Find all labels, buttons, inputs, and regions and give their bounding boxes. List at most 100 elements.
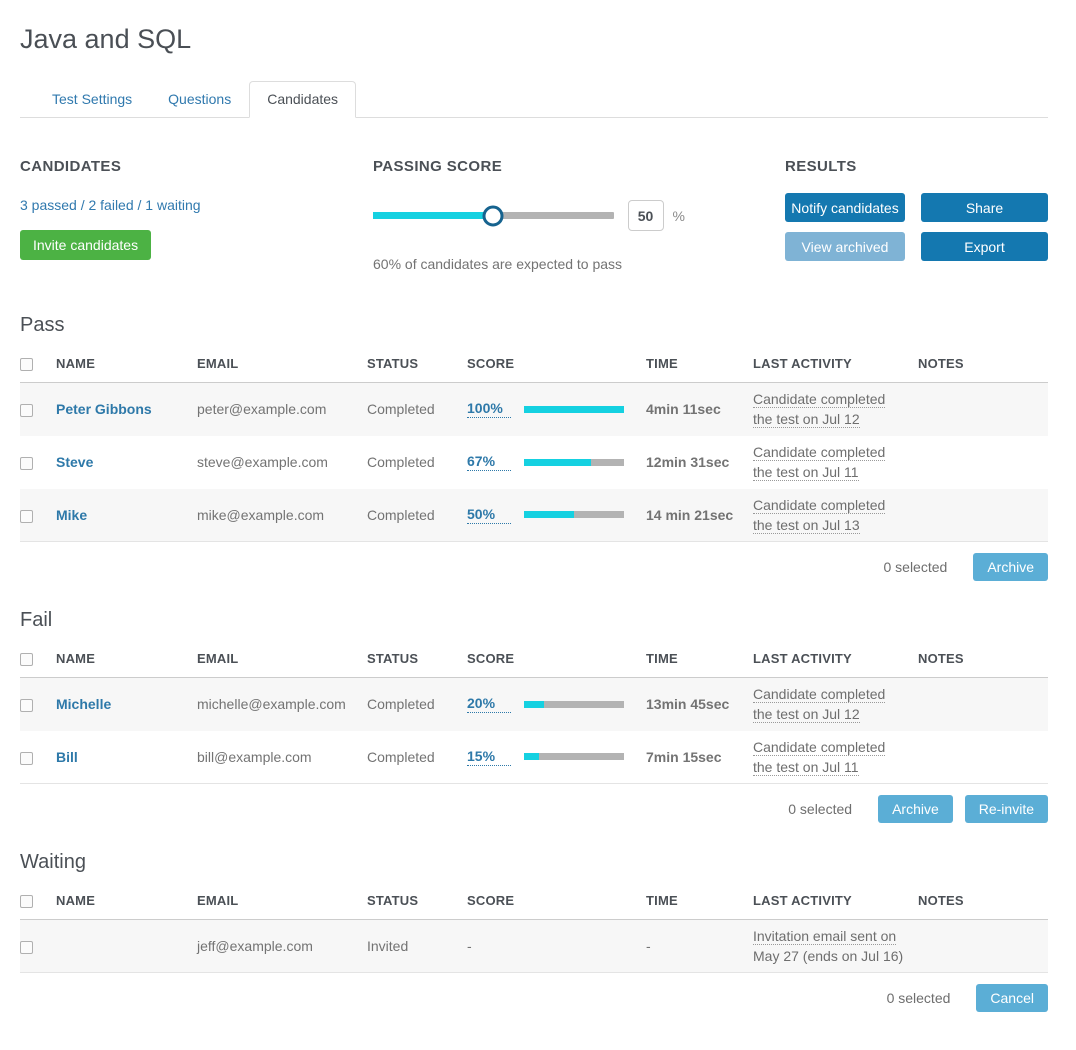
selected-count: 0 selected	[788, 801, 853, 818]
archive-button[interactable]: Archive	[878, 795, 953, 824]
last-activity: Candidate completed the test on Jul 13	[753, 496, 886, 534]
candidate-notes	[918, 920, 1048, 973]
candidate-status: Completed	[367, 506, 435, 523]
passing-score-panel: PASSING SCORE % 60% of candidates are ex…	[373, 158, 685, 272]
candidate-email: steve@example.com	[197, 454, 328, 471]
col-score: SCORE	[467, 885, 646, 921]
tab-bar: Test Settings Questions Candidates	[20, 81, 1048, 118]
candidate-time: 7min 15sec	[646, 748, 722, 765]
tab-questions[interactable]: Questions	[168, 91, 232, 107]
row-checkbox[interactable]	[20, 699, 33, 713]
passing-score-input[interactable]	[627, 200, 664, 231]
score-link[interactable]: 20%	[467, 695, 511, 714]
candidate-name-link[interactable]: Mike	[56, 506, 88, 523]
candidate-status: Completed	[367, 696, 435, 713]
row-checkbox[interactable]	[20, 404, 33, 418]
pass-table: NAME EMAIL STATUS SCORE TIME LAST ACTIVI…	[20, 348, 1048, 542]
candidate-name-link[interactable]: Peter Gibbons	[56, 401, 152, 418]
export-button[interactable]: Export	[921, 232, 1048, 261]
fail-section-title: Fail	[20, 609, 53, 632]
score-link[interactable]: 100%	[467, 400, 511, 419]
tab-test-settings[interactable]: Test Settings	[52, 91, 133, 107]
slider-fill	[373, 212, 494, 219]
score-link[interactable]: 50%	[467, 506, 511, 524]
row-checkbox[interactable]	[20, 940, 33, 954]
col-last-activity: LAST ACTIVITY	[753, 348, 918, 384]
tab-candidates[interactable]: Candidates	[249, 81, 357, 118]
archive-button[interactable]: Archive	[973, 553, 1048, 582]
row-checkbox[interactable]	[20, 456, 33, 470]
col-notes: NOTES	[918, 643, 1048, 679]
candidate-time: 14 min 21sec	[646, 506, 734, 523]
waiting-table: NAME EMAIL STATUS SCORE TIME LAST ACTIVI…	[20, 885, 1048, 973]
candidate-email: bill@example.com	[197, 748, 312, 765]
candidate-name-link[interactable]: Steve	[56, 454, 94, 471]
select-all-checkbox[interactable]	[20, 358, 33, 372]
slider-handle[interactable]	[482, 205, 504, 226]
candidate-status: Completed	[367, 454, 435, 471]
reinvite-button[interactable]: Re-invite	[964, 795, 1048, 824]
candidate-name-link[interactable]: Bill	[56, 748, 78, 765]
pass-section: Pass NAME EMAIL STATUS SCORE TIME LAST A…	[20, 314, 1048, 582]
cancel-button[interactable]: Cancel	[976, 984, 1048, 1013]
candidate-name	[56, 920, 197, 973]
candidate-time: 12min 31sec	[646, 454, 730, 471]
waiting-section: Waiting NAME EMAIL STATUS SCORE TIME LAS…	[20, 851, 1048, 1013]
candidate-notes	[918, 731, 1048, 784]
col-time: TIME	[646, 348, 753, 384]
score-link[interactable]: 67%	[467, 453, 511, 472]
candidate-notes	[918, 678, 1048, 731]
table-row: jeff@example.com Invited - - Invitation …	[20, 919, 1048, 973]
candidate-notes	[918, 383, 1048, 436]
col-name: NAME	[56, 643, 197, 679]
table-row: Mike mike@example.com Completed 50% 14 m…	[20, 488, 1048, 542]
candidate-time: 4min 11sec	[646, 401, 721, 418]
col-name: NAME	[56, 348, 197, 384]
row-checkbox[interactable]	[20, 751, 33, 765]
col-status: STATUS	[367, 643, 467, 679]
candidate-email: jeff@example.com	[197, 938, 313, 955]
score-bar	[524, 511, 624, 519]
col-time: TIME	[646, 885, 753, 921]
candidate-notes	[918, 489, 1048, 542]
last-activity: Candidate completed the test on Jul 12	[753, 686, 886, 724]
candidate-status: Invited	[367, 938, 409, 955]
score-bar	[524, 753, 624, 761]
results-heading: RESULTS	[785, 158, 857, 175]
candidate-score-empty: -	[467, 938, 472, 955]
page-title: Java and SQL	[20, 24, 192, 54]
view-archived-button[interactable]: View archived	[785, 232, 905, 261]
waiting-table-footer: 0 selected Cancel	[20, 973, 1048, 1013]
passing-score-note: 60% of candidates are expected to pass	[373, 256, 623, 272]
col-email: EMAIL	[197, 643, 367, 679]
fail-table-footer: 0 selected Archive Re-invite	[20, 784, 1048, 824]
candidate-name-link[interactable]: Michelle	[56, 696, 112, 713]
results-buttons: Notify candidates Share View archived Ex…	[785, 193, 1048, 261]
selected-count: 0 selected	[886, 990, 951, 1007]
waiting-header-row: NAME EMAIL STATUS SCORE TIME LAST ACTIVI…	[20, 885, 1048, 921]
candidate-time-empty: -	[646, 938, 651, 955]
share-button[interactable]: Share	[921, 193, 1048, 222]
table-row: Bill bill@example.com Completed 15% 7min…	[20, 731, 1048, 784]
row-checkbox[interactable]	[20, 509, 33, 523]
score-link[interactable]: 15%	[467, 748, 511, 766]
invite-candidates-button[interactable]: Invite candidates	[20, 230, 152, 260]
select-all-checkbox[interactable]	[20, 653, 33, 667]
candidate-time: 13min 45sec	[646, 696, 730, 713]
candidate-stats-link[interactable]: 3 passed / 2 failed / 1 waiting	[20, 197, 201, 213]
col-notes: NOTES	[918, 348, 1048, 384]
score-bar	[524, 458, 624, 466]
table-row: Steve steve@example.com Completed 67% 12…	[20, 436, 1048, 489]
passing-score-slider[interactable]	[373, 205, 614, 226]
col-email: EMAIL	[197, 885, 367, 921]
pass-table-footer: 0 selected Archive	[20, 542, 1048, 582]
passing-score-slider-row: %	[373, 200, 685, 231]
notify-candidates-button[interactable]: Notify candidates	[785, 193, 905, 222]
fail-section: Fail NAME EMAIL STATUS SCORE TIME LAST A…	[20, 609, 1048, 824]
waiting-section-title: Waiting	[20, 851, 86, 874]
select-all-checkbox[interactable]	[20, 895, 33, 909]
last-activity: Candidate completed the test on Jul 12	[753, 391, 886, 429]
col-name: NAME	[56, 885, 197, 921]
col-last-activity: LAST ACTIVITY	[753, 885, 918, 921]
